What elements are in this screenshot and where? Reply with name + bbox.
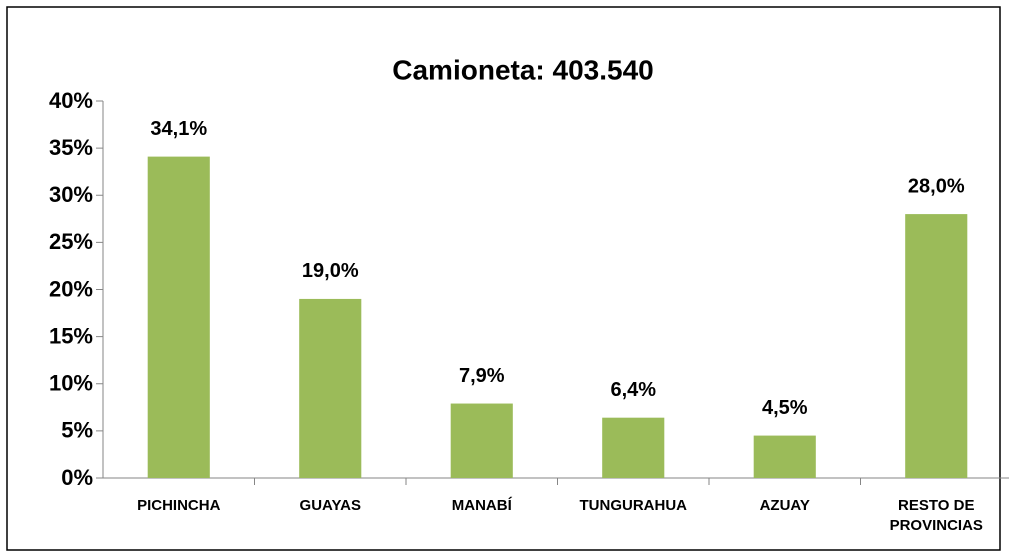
y-tick-label: 35%	[49, 135, 93, 160]
x-tick-label: GUAYAS	[299, 497, 361, 514]
data-label: 34,1%	[150, 118, 207, 140]
data-label: 28,0%	[908, 175, 965, 197]
y-tick-label: 30%	[49, 182, 93, 207]
x-tick-label: AZUAY	[759, 497, 810, 514]
data-label: 19,0%	[302, 260, 359, 282]
y-tick-label: 0%	[61, 465, 93, 490]
x-tick-label: PICHINCHA	[137, 497, 221, 514]
bar	[905, 214, 968, 478]
y-tick-label: 25%	[49, 229, 93, 254]
x-tick-label: RESTO DE PROVINCIAS	[889, 497, 983, 534]
data-label: 6,4%	[610, 379, 656, 401]
y-tick-label: 5%	[61, 418, 93, 443]
bar	[602, 417, 665, 478]
bar	[753, 435, 816, 478]
data-label: 7,9%	[459, 365, 505, 387]
chart-title: Camioneta: 403.540	[392, 54, 653, 85]
y-tick-label: 15%	[49, 323, 93, 348]
x-tick-label: MANABÍ	[451, 497, 512, 514]
y-tick-label: 40%	[49, 88, 93, 113]
x-tick-label: TUNGURAHUA	[579, 497, 688, 514]
data-label: 4,5%	[762, 397, 808, 419]
y-tick-label: 10%	[49, 371, 93, 396]
bar	[450, 403, 513, 478]
bar	[147, 156, 210, 479]
y-tick-label: 20%	[49, 276, 93, 301]
bar	[299, 298, 362, 478]
